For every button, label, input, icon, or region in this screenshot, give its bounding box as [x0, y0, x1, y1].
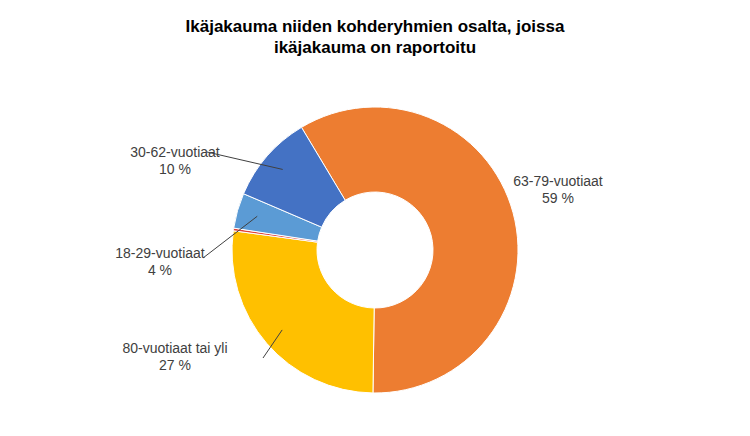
leader-line [203, 216, 257, 258]
labels: 63-79-vuotiaat59 % 80-vuotiaat tai yli27 … [115, 144, 603, 373]
value-label: 59 % [542, 190, 574, 206]
title: Ikäjakauma niiden kohderyhmien osalta, j… [186, 17, 565, 57]
value-label: 10 % [159, 161, 191, 177]
value-label: 4 % [148, 262, 172, 278]
category-label: 30-62-vuotiaat [130, 144, 220, 160]
chart: Ikäjakauma niiden kohderyhmien osalta, j… [0, 0, 750, 436]
slice [232, 231, 374, 393]
leader-line [263, 330, 282, 358]
category-label: 80-vuotiaat tai yli [122, 340, 227, 356]
category-label: 63-79-vuotiaat [513, 173, 603, 189]
slices [232, 107, 518, 393]
category-label: 18-29-vuotiaat [115, 245, 205, 261]
slice [244, 127, 346, 227]
value-label: 27 % [159, 357, 191, 373]
